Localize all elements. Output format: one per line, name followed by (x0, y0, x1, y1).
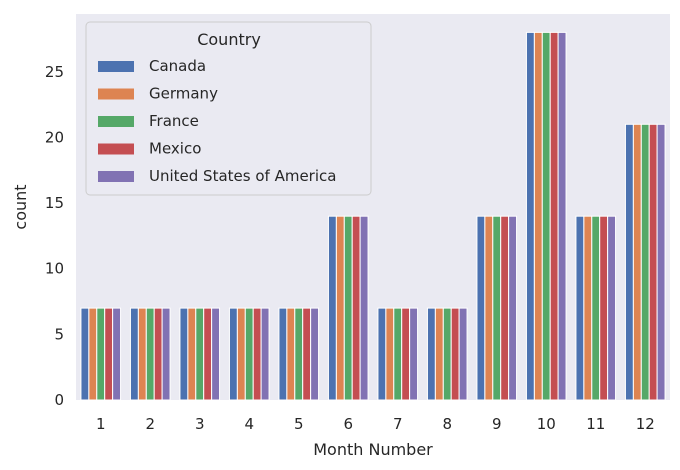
bar-mexico-month-6 (351, 215, 361, 401)
legend-swatch (98, 143, 134, 155)
bar-canada-month-11 (575, 215, 585, 401)
y-tick-label: 0 (54, 391, 64, 409)
bar-mexico-month-11 (599, 215, 609, 401)
bar-united-states-of-america-month-7 (409, 307, 419, 401)
bar-canada-month-9 (476, 215, 486, 401)
y-tick-label: 25 (45, 63, 64, 81)
y-tick-label: 20 (45, 128, 64, 146)
bar-mexico-month-10 (549, 31, 559, 401)
legend: Country Canada Germany France Mexico United … (85, 21, 372, 196)
bar-germany-month-4 (236, 307, 246, 401)
bar-mexico-month-5 (302, 307, 312, 401)
bar-france-month-11 (591, 215, 601, 401)
bar-mexico-month-7 (401, 307, 411, 401)
bar-france-month-5 (294, 307, 304, 401)
bar-germany-month-8 (434, 307, 444, 401)
bar-canada-month-2 (129, 307, 139, 401)
bar-canada-month-10 (525, 31, 535, 401)
bar-united-states-of-america-month-3 (211, 307, 221, 401)
bar-canada-month-3 (179, 307, 189, 401)
legend-title: Country (197, 30, 261, 49)
legend-label: France (149, 112, 199, 130)
x-axis-label: Month Number (313, 440, 433, 459)
bar-united-states-of-america-month-4 (260, 307, 270, 401)
x-tick-label: 2 (145, 415, 155, 433)
legend-label: Mexico (149, 140, 201, 158)
bar-germany-month-9 (484, 215, 494, 401)
bar-canada-month-12 (624, 123, 634, 401)
y-axis-label: count (11, 184, 30, 229)
bar-united-states-of-america-month-11 (607, 215, 617, 401)
legend-box (85, 21, 372, 196)
bar-france-month-12 (640, 123, 650, 401)
bar-germany-month-1 (88, 307, 98, 401)
bar-germany-month-5 (286, 307, 296, 401)
bar-mexico-month-1 (104, 307, 114, 401)
x-tick-label: 9 (492, 415, 502, 433)
x-tick-label: 10 (537, 415, 556, 433)
bar-canada-month-8 (426, 307, 436, 401)
legend-label: Germany (149, 85, 218, 103)
bar-germany-month-11 (583, 215, 593, 401)
bar-canada-month-5 (278, 307, 288, 401)
bar-united-states-of-america-month-5 (310, 307, 320, 401)
bar-mexico-month-3 (203, 307, 213, 401)
legend-swatch (98, 171, 134, 182)
y-tick-label: 15 (45, 194, 64, 212)
y-tick-label: 10 (45, 260, 64, 278)
bar-canada-month-4 (228, 307, 238, 401)
bar-mexico-month-9 (500, 215, 510, 401)
bar-united-states-of-america-month-6 (359, 215, 369, 401)
bar-france-month-4 (244, 307, 254, 401)
bar-canada-month-7 (377, 307, 387, 401)
bar-canada-month-6 (327, 215, 337, 401)
bar-united-states-of-america-month-1 (112, 307, 122, 401)
bar-mexico-month-8 (450, 307, 460, 401)
legend-swatch (98, 61, 134, 72)
bar-mexico-month-4 (252, 307, 262, 401)
x-tick-label: 3 (195, 415, 205, 433)
bar-germany-month-3 (187, 307, 197, 401)
bar-united-states-of-america-month-9 (508, 215, 518, 401)
bar-germany-month-12 (632, 123, 642, 401)
bar-united-states-of-america-month-12 (656, 123, 666, 401)
x-tick-label: 5 (294, 415, 304, 433)
bar-france-month-2 (145, 307, 155, 401)
x-tick-label: 4 (244, 415, 254, 433)
x-tick-label: 12 (636, 415, 655, 433)
x-tick-label: 11 (586, 415, 605, 433)
x-tick-label: 7 (393, 415, 403, 433)
x-tick-labels: 1 2 3 4 5 6 7 8 9 10 11 12 (96, 415, 655, 433)
x-tick-label: 6 (343, 415, 353, 433)
bar-canada-month-1 (80, 307, 90, 401)
bar-france-month-3 (195, 307, 205, 401)
bar-france-month-10 (541, 31, 551, 401)
legend-swatch (98, 116, 134, 127)
y-tick-label: 5 (54, 325, 64, 343)
legend-items: Canada Germany France Mexico United States o… (98, 57, 336, 185)
bar-france-month-8 (442, 307, 452, 401)
x-tick-label: 8 (442, 415, 452, 433)
bar-france-month-7 (393, 307, 403, 401)
bar-germany-month-7 (385, 307, 395, 401)
legend-label: Canada (149, 57, 206, 75)
x-tick-label: 1 (96, 415, 106, 433)
bar-germany-month-10 (533, 31, 543, 401)
legend-label: United States of America (149, 167, 336, 185)
bars-layer (80, 31, 666, 401)
legend-swatch (98, 88, 134, 100)
y-tick-labels: 0 5 10 15 20 25 (45, 63, 64, 409)
bar-germany-month-6 (335, 215, 345, 401)
bar-france-month-1 (96, 307, 106, 401)
bar-mexico-month-12 (648, 123, 658, 401)
bar-united-states-of-america-month-8 (458, 307, 468, 401)
bar-mexico-month-2 (153, 307, 163, 401)
bar-united-states-of-america-month-10 (557, 31, 567, 401)
bar-germany-month-2 (137, 307, 147, 401)
bar-united-states-of-america-month-2 (161, 307, 171, 401)
bar-france-month-6 (343, 215, 353, 401)
bar-france-month-9 (492, 215, 502, 401)
